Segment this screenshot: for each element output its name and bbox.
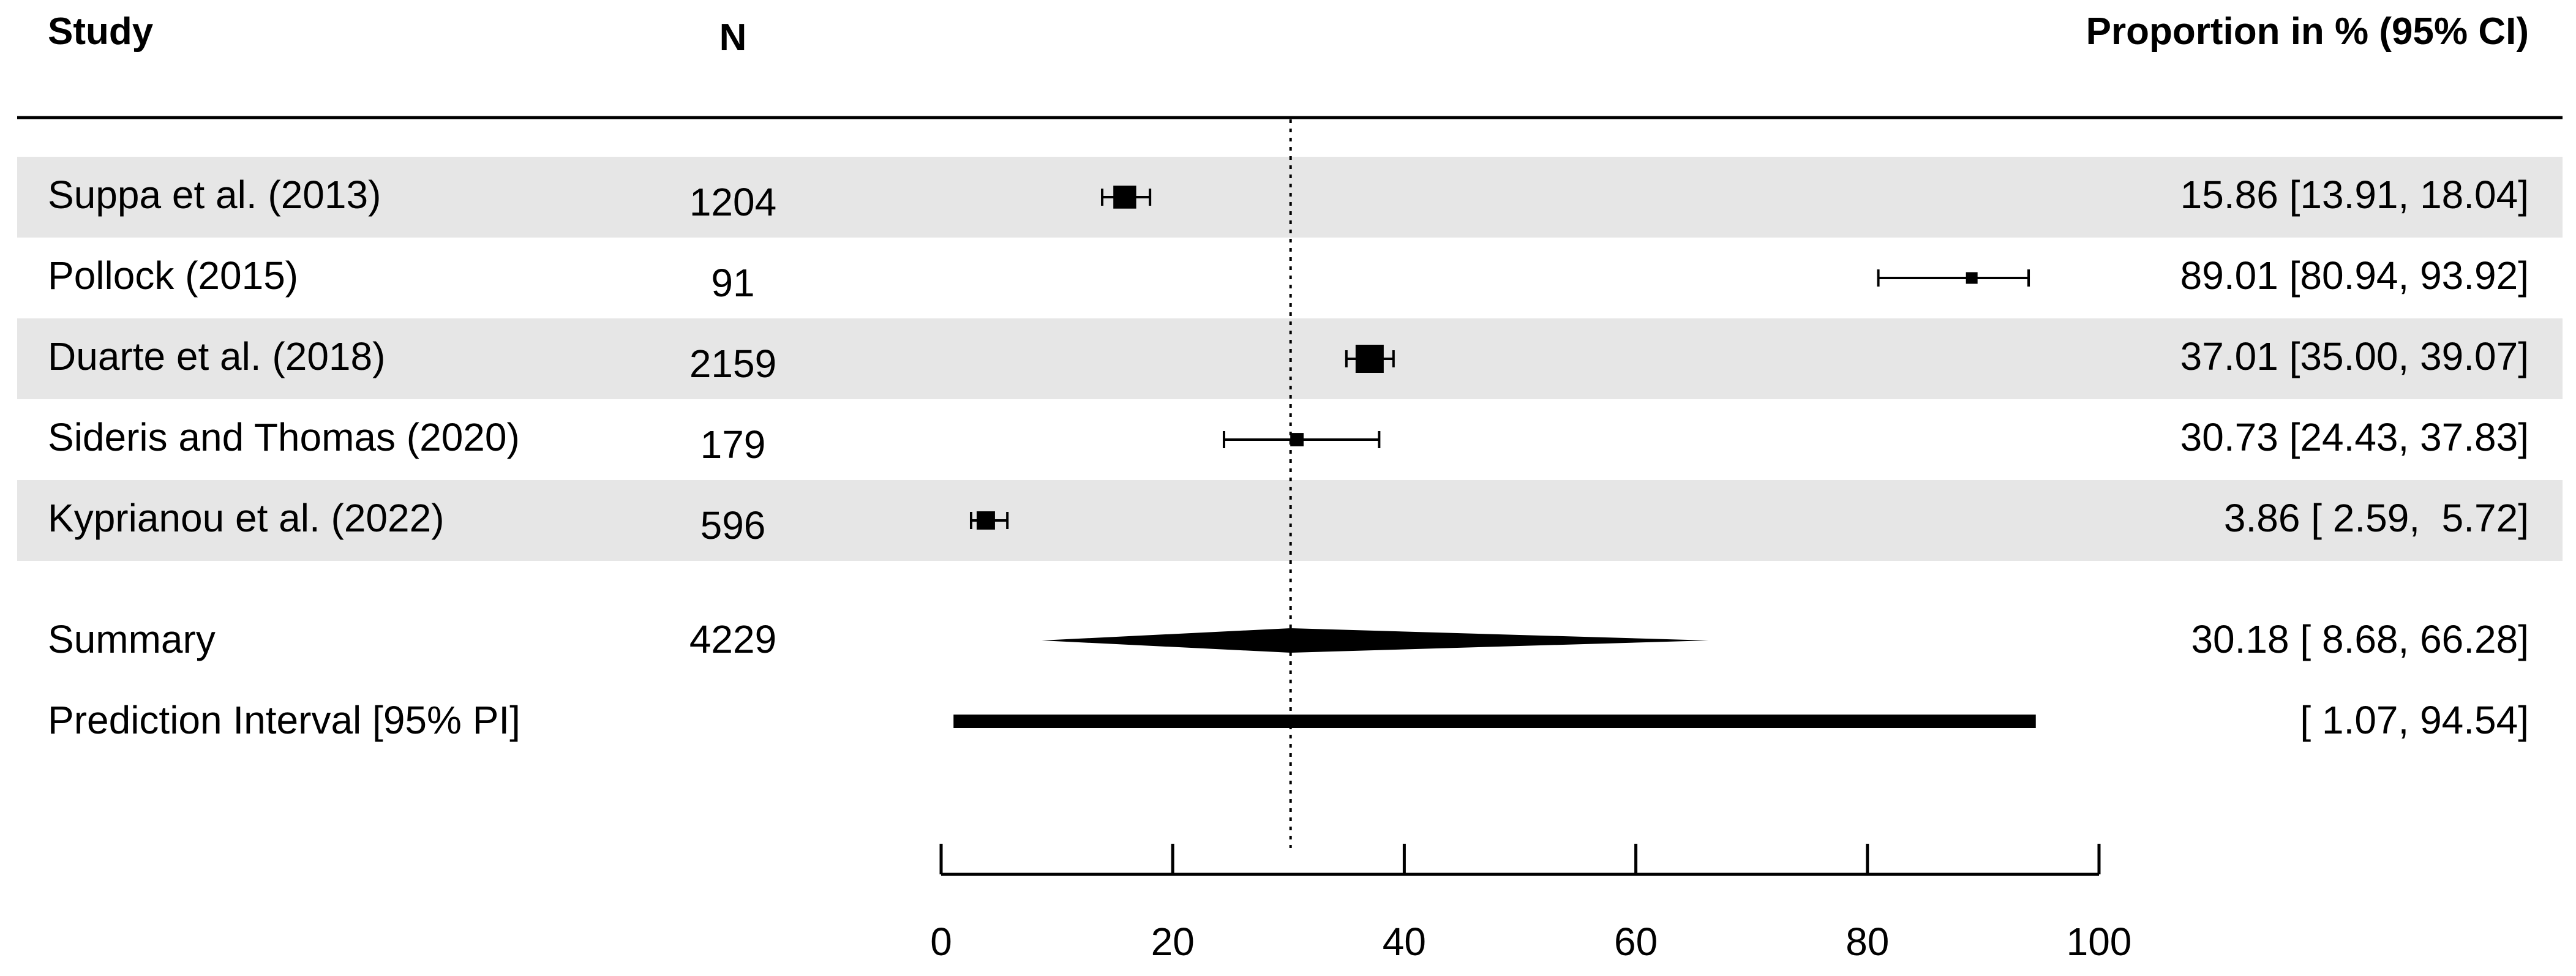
study-rows: Suppa et al. (2013) 1204 15.86 [13.91, 18.… [48, 173, 2529, 547]
header-estimate: Proportion in % (95% CI) [2086, 10, 2529, 53]
point-estimate [1355, 345, 1384, 373]
study-name: Kyprianou et al. (2022) [48, 496, 445, 540]
prediction-interval-bar [953, 715, 2036, 728]
point-estimate [1290, 433, 1304, 446]
axis-tick-label: 100 [2067, 920, 2132, 964]
study-ci-text: 15.86 [13.91, 18.04] [2180, 173, 2529, 217]
prediction-interval-label: Prediction Interval [95% PI] [48, 698, 520, 742]
study-n: 2159 [689, 342, 776, 386]
summary-diamond [1042, 628, 1709, 653]
summary-row: Summary 4229 30.18 [ 8.68, 66.28] Predictio… [48, 617, 2529, 742]
summary-ci-text: 30.18 [ 8.68, 66.28] [2191, 617, 2529, 661]
point-estimate [1113, 186, 1136, 209]
axis-tick-label: 20 [1151, 920, 1195, 964]
header-n: N [719, 17, 747, 59]
study-name: Duarte et al. (2018) [48, 334, 385, 378]
study-ci-text: 89.01 [80.94, 93.92] [2180, 253, 2529, 298]
prediction-interval-ci-text: [ 1.07, 94.54] [2300, 698, 2529, 742]
point-estimate [1966, 272, 1978, 284]
axis-tick-label: 80 [1846, 920, 1889, 964]
axis-tick-label: 0 [930, 920, 952, 964]
summary-label: Summary [48, 617, 216, 661]
axis-tick-label: 40 [1383, 920, 1426, 964]
study-n: 91 [711, 261, 754, 305]
row-stripe [17, 480, 2563, 561]
summary-n: 4229 [689, 617, 776, 661]
x-axis: 0 20 40 60 80 100 [930, 844, 2131, 964]
study-name: Pollock (2015) [48, 253, 298, 298]
study-ci-text: 37.01 [35.00, 39.07] [2180, 334, 2529, 378]
study-name: Sideris and Thomas (2020) [48, 415, 520, 459]
study-n: 596 [700, 503, 766, 547]
study-ci-text: 30.73 [24.43, 37.83] [2180, 415, 2529, 459]
study-n: 179 [700, 422, 766, 467]
axis-tick-label: 60 [1614, 920, 1658, 964]
header-study: Study [48, 10, 154, 53]
study-name: Suppa et al. (2013) [48, 173, 381, 217]
study-n: 1204 [689, 180, 776, 224]
point-estimate [977, 511, 995, 530]
study-ci-text: 3.86 [ 2.59, 5.72] [2224, 496, 2529, 540]
